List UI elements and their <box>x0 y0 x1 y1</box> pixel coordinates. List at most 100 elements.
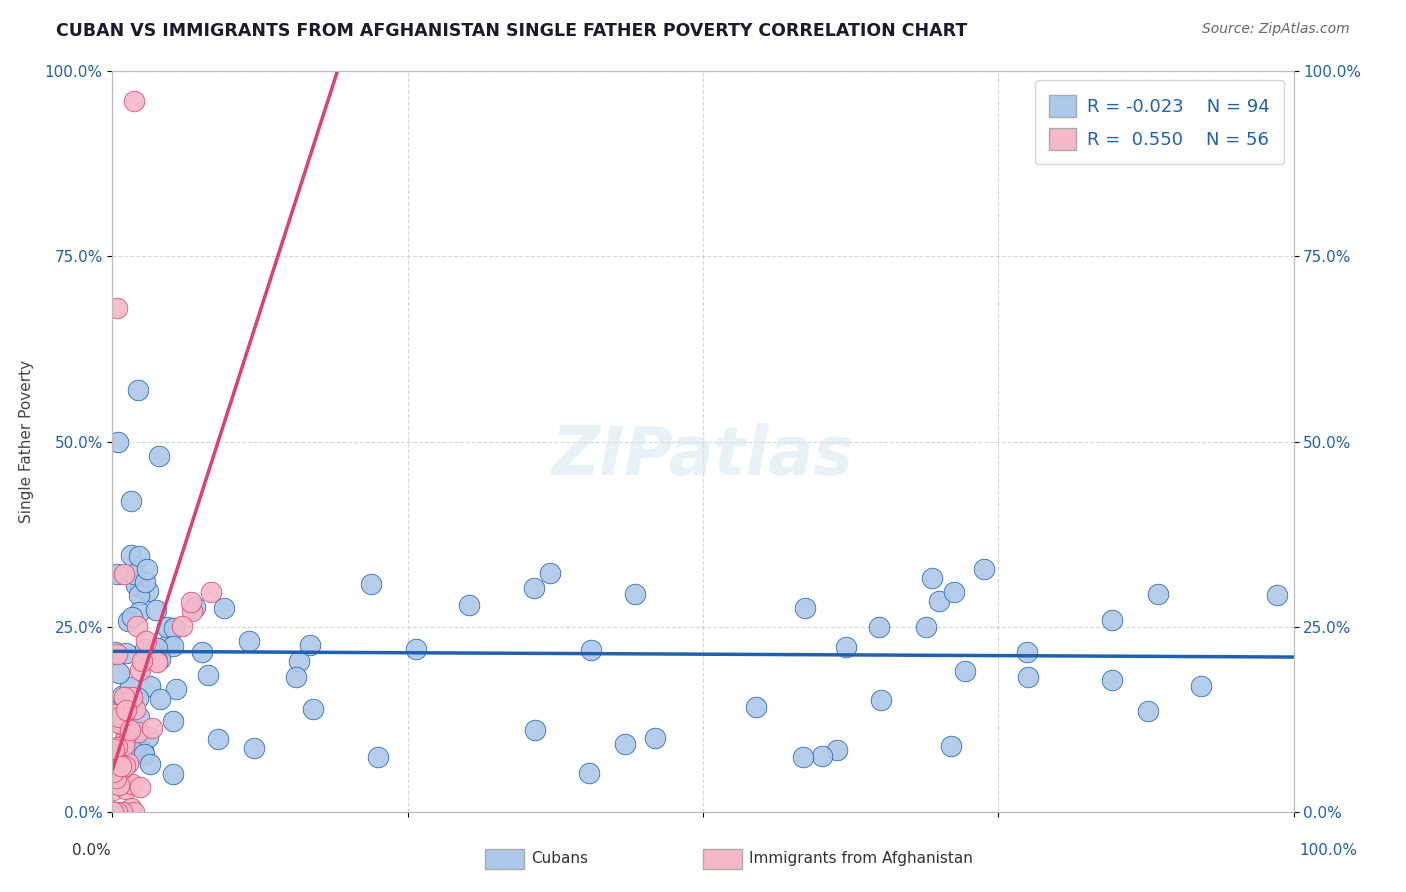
Point <box>132 747 155 761</box>
Point <box>145 655 167 669</box>
Point <box>156 620 179 634</box>
Point <box>112 566 135 581</box>
Point <box>136 583 159 598</box>
Point <box>953 664 976 678</box>
Point <box>111 805 134 819</box>
Point <box>105 764 128 779</box>
Point <box>103 805 125 819</box>
Point <box>105 301 128 316</box>
Point <box>132 744 155 758</box>
Point <box>129 663 152 677</box>
Point <box>131 654 153 668</box>
Point <box>243 740 266 755</box>
Point <box>120 493 142 508</box>
Point <box>118 703 141 717</box>
Point <box>103 742 125 756</box>
Point <box>214 601 236 615</box>
Point <box>111 762 134 776</box>
Point <box>523 723 546 737</box>
Point <box>149 692 172 706</box>
Point <box>122 805 145 819</box>
Point <box>103 706 125 721</box>
Point <box>928 594 950 608</box>
Point <box>125 619 148 633</box>
Point <box>973 562 995 576</box>
Point <box>1147 587 1170 601</box>
Point <box>114 734 136 748</box>
Point <box>101 805 124 819</box>
Point <box>794 600 817 615</box>
Point <box>134 642 156 657</box>
Text: Immigrants from Afghanistan: Immigrants from Afghanistan <box>749 851 973 865</box>
Point <box>138 756 160 771</box>
Point <box>207 731 229 746</box>
Point <box>148 652 170 666</box>
Point <box>105 739 128 754</box>
Point <box>111 698 134 712</box>
Point <box>112 738 135 752</box>
Point <box>148 450 170 464</box>
Point <box>939 739 962 753</box>
Point <box>128 580 150 594</box>
Point <box>157 636 180 650</box>
Point <box>163 621 186 635</box>
Point <box>644 731 666 745</box>
Text: ZIPatlas: ZIPatlas <box>553 424 853 490</box>
Point <box>103 764 125 779</box>
Point <box>578 766 600 780</box>
Point <box>121 610 143 624</box>
Point <box>105 805 128 819</box>
Text: Source: ZipAtlas.com: Source: ZipAtlas.com <box>1202 22 1350 37</box>
Point <box>121 696 143 710</box>
Point <box>115 646 138 660</box>
Point <box>624 587 647 601</box>
Point <box>457 598 479 612</box>
Point <box>134 575 156 590</box>
Point <box>108 710 131 724</box>
Point <box>125 739 148 753</box>
Point <box>108 715 131 730</box>
Point <box>1136 704 1159 718</box>
Point <box>112 690 135 704</box>
Point <box>128 605 150 619</box>
Point <box>792 749 814 764</box>
Point <box>118 723 141 737</box>
Point <box>105 740 128 755</box>
Text: 0.0%: 0.0% <box>72 843 111 858</box>
Point <box>115 702 138 716</box>
Point <box>614 737 637 751</box>
Point <box>105 567 128 582</box>
Point <box>1017 670 1039 684</box>
Point <box>538 566 561 580</box>
Point <box>120 680 142 694</box>
Point <box>125 578 148 592</box>
Point <box>288 654 311 668</box>
Point <box>128 549 150 564</box>
Point <box>127 725 149 739</box>
Point <box>107 666 129 681</box>
Point <box>744 699 766 714</box>
Point <box>238 634 260 648</box>
Point <box>146 652 169 666</box>
Point <box>1265 588 1288 602</box>
Point <box>165 682 187 697</box>
Point <box>835 640 858 655</box>
Point <box>172 619 194 633</box>
Point <box>105 771 128 785</box>
Point <box>301 702 323 716</box>
Point <box>112 717 135 731</box>
Point <box>181 604 204 618</box>
Point <box>122 566 145 581</box>
Point <box>115 782 138 797</box>
Point <box>579 643 602 657</box>
Point <box>120 805 142 819</box>
Point <box>943 585 966 599</box>
Point <box>191 645 214 659</box>
Point <box>103 805 125 819</box>
Point <box>200 585 222 599</box>
Point <box>180 595 202 609</box>
Point <box>811 748 834 763</box>
Point <box>108 778 131 792</box>
Point <box>110 759 132 773</box>
Point <box>523 582 546 596</box>
